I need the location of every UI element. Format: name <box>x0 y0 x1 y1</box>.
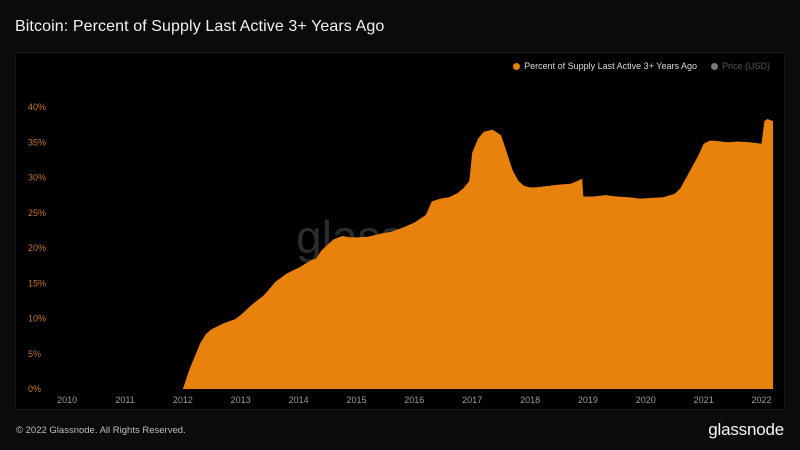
y-tick-label: 0% <box>28 384 41 394</box>
x-tick-label: 2020 <box>636 395 656 405</box>
y-tick-label: 15% <box>28 278 46 288</box>
x-tick-label: 2013 <box>231 395 251 405</box>
footer-copyright: © 2022 Glassnode. All Rights Reserved. <box>16 425 186 436</box>
footer-brand-logo: glassnode <box>708 420 784 439</box>
y-tick-label: 10% <box>28 314 46 324</box>
x-tick-label: 2022 <box>751 395 771 405</box>
legend-label-supply: Percent of Supply Last Active 3+ Years A… <box>524 61 697 71</box>
legend-swatch-price <box>710 62 718 70</box>
page-title: Bitcoin: Percent of Supply Last Active 3… <box>15 18 385 35</box>
y-tick-label: 5% <box>28 349 41 359</box>
legend-swatch-supply <box>513 62 521 70</box>
y-tick-label: 20% <box>28 243 46 253</box>
legend-item-price[interactable]: Price (USD) <box>710 61 770 71</box>
x-tick-label: 2010 <box>57 395 77 405</box>
legend: Percent of Supply Last Active 3+ Years A… <box>513 61 770 71</box>
legend-label-price: Price (USD) <box>721 61 770 71</box>
x-tick-label: 2016 <box>404 395 424 405</box>
x-tick-label: 2017 <box>462 395 482 405</box>
y-tick-label: 30% <box>28 173 46 183</box>
x-tick-label: 2019 <box>578 395 598 405</box>
x-tick-label: 2015 <box>346 395 366 405</box>
legend-item-supply[interactable]: Percent of Supply Last Active 3+ Years A… <box>513 61 697 71</box>
chart-panel: glassnode 0%5%10%15%20%25%30%35%40% 2010… <box>15 52 785 410</box>
x-tick-label: 2012 <box>173 395 193 405</box>
y-tick-label: 35% <box>28 137 46 147</box>
y-tick-label: 25% <box>28 208 46 218</box>
series-area-supply <box>182 119 774 389</box>
x-tick-label: 2014 <box>289 395 309 405</box>
area-chart: glassnode 0%5%10%15%20%25%30%35%40% 2010… <box>28 102 774 405</box>
x-tick-label: 2018 <box>520 395 540 405</box>
x-tick-label: 2021 <box>694 395 714 405</box>
x-tick-label: 2011 <box>115 395 134 405</box>
y-tick-label: 40% <box>28 102 46 112</box>
